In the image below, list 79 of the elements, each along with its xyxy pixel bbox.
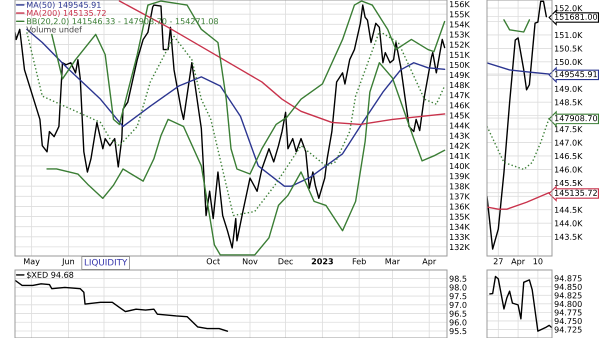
y-tick-label: 155K: [450, 11, 470, 18]
x-tick-label: Mar: [386, 258, 400, 264]
x-tick-label: Dec: [278, 258, 293, 264]
y-tick-label: 154K: [450, 21, 470, 28]
line-series: [118, 0, 446, 126]
x-tick-label: 2023: [312, 258, 333, 264]
y-tick-label: 150.5K: [554, 45, 583, 52]
x-tick-label: 27: [494, 258, 503, 264]
y-tick-label: 150.0K: [554, 58, 583, 66]
y-tick-label: 133K: [450, 234, 470, 240]
y-tick-label: 145K: [450, 112, 470, 119]
y-tick-label: 151K: [450, 52, 470, 58]
x-tick-label: Oct: [206, 258, 220, 264]
y-tick-label: 151.0K: [554, 32, 583, 38]
y-tick-label: 147.0K: [554, 140, 583, 146]
y-tick-label: 132K: [450, 244, 470, 250]
y-tick-label: 148.5K: [554, 99, 583, 106]
y-tick-label: 94.775: [554, 309, 582, 316]
y-tick-label: 149545.91: [554, 71, 597, 78]
y-tick-label: 96.0: [450, 319, 466, 326]
x-tick-label: 10: [534, 258, 542, 264]
legend-label: MA(200) 145135.72: [27, 10, 106, 17]
y-tick-label: 94.750: [554, 318, 582, 324]
y-tick-label: 149.0K: [554, 86, 583, 92]
y-tick-label: 94.850: [554, 284, 582, 290]
y-tick-label: 144K: [450, 122, 470, 129]
y-tick-label: 156K: [450, 1, 470, 8]
y-tick-label: 143K: [450, 132, 470, 139]
y-tick-label: 152K: [450, 42, 470, 48]
line-series: [15, 280, 228, 332]
annotation: Volume undef: [26, 26, 82, 32]
y-tick-label: 136K: [450, 204, 470, 210]
y-tick-label: 147908.70: [554, 115, 598, 122]
y-tick-label: 98.0: [450, 284, 466, 290]
legend-label: $XED 94.68: [26, 272, 74, 279]
y-tick-label: 94.800: [554, 300, 582, 308]
y-tick-label: 144.0K: [554, 220, 583, 226]
y-tick-label: 145.5K: [554, 180, 583, 186]
y-tick-label: 95.5: [450, 328, 466, 334]
y-tick-label: 97.5: [450, 293, 466, 300]
text: LIQUIDITY: [84, 258, 128, 267]
y-tick-label: 146.0K: [554, 166, 583, 173]
y-tick-label: 137K: [450, 193, 470, 200]
y-tick-label: 141K: [450, 153, 470, 159]
y-tick-label: 147K: [450, 92, 470, 98]
y-tick-label: 152.0K: [554, 5, 583, 12]
y-tick-label: 146K: [450, 102, 470, 108]
y-tick-label: 94.875: [554, 275, 582, 282]
y-tick-label: 144.5K: [554, 206, 583, 213]
x-tick-label: Feb: [352, 258, 366, 264]
y-tick-label: 150K: [450, 62, 470, 68]
y-tick-label: 134K: [450, 224, 470, 230]
y-tick-label: 138K: [450, 183, 470, 190]
y-tick-label: 147.5K: [554, 126, 583, 132]
y-tick-label: 146.5K: [554, 153, 583, 160]
y-tick-label: 97.0: [450, 302, 466, 308]
y-tick-label: 98.5: [450, 276, 466, 282]
y-tick-label: 148K: [450, 82, 470, 88]
y-tick-label: 145135.72: [554, 190, 597, 196]
y-tick-label: 142K: [450, 142, 470, 149]
y-tick-label: 96.5: [450, 310, 466, 317]
line-series: [489, 276, 552, 332]
x-tick-label: Nov: [242, 258, 258, 264]
x-tick-label: May: [24, 258, 40, 266]
y-tick-label: 94.825: [554, 292, 582, 298]
y-tick-label: 94.725: [554, 326, 582, 333]
x-tick-label: Apr: [422, 258, 436, 266]
y-tick-label: 135K: [450, 214, 470, 220]
y-tick-label: 139K: [450, 173, 470, 180]
line-series: [46, 62, 446, 256]
line-series: [487, 0, 548, 250]
y-tick-label: 143.5K: [554, 234, 583, 240]
x-tick-label: Apr: [511, 258, 526, 266]
x-tick-label: Jun: [62, 258, 74, 266]
y-tick-label: 151681.00: [554, 14, 598, 20]
y-tick-label: 153K: [450, 31, 470, 38]
y-tick-label: 140K: [450, 163, 470, 170]
legend-label: MA(50) 149545.91: [27, 2, 101, 9]
y-tick-label: 149K: [450, 72, 470, 78]
